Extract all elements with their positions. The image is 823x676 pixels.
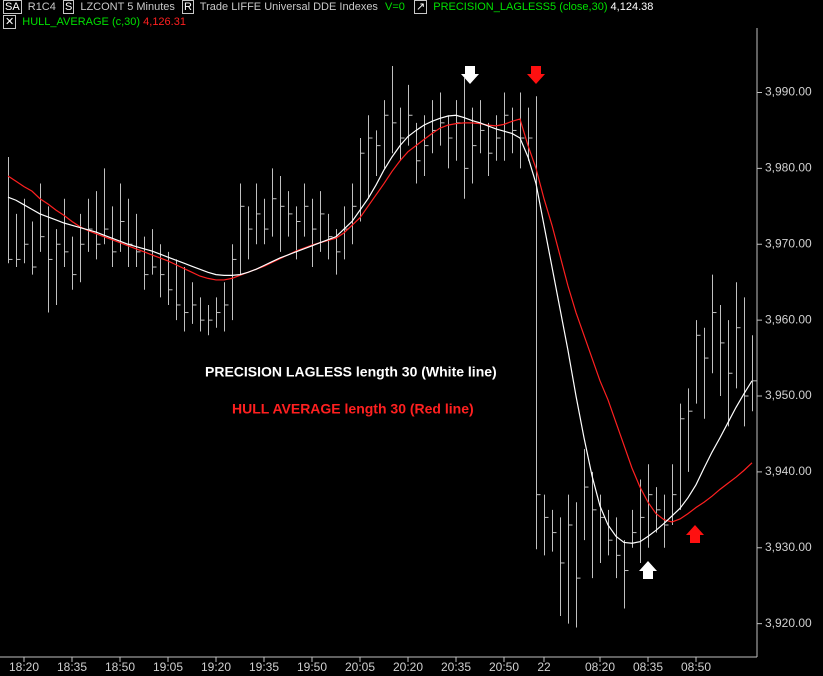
legend-params: (c,30)	[111, 16, 141, 28]
x-tick-label: 08:20	[585, 660, 615, 674]
y-tick-label: 3,920.00	[765, 616, 812, 630]
symbol-box[interactable]: SA	[3, 0, 22, 14]
toolbar: SA R1C4 S LZCONT 5 Minutes R Trade LIFFE…	[3, 0, 654, 14]
y-tick-label: 3,940.00	[765, 464, 812, 478]
x-tick-label: 20:35	[441, 660, 471, 674]
symbol: LZCONT	[80, 1, 125, 13]
legend-value: 4,124.38	[610, 1, 654, 13]
feed: Universal DDE	[264, 1, 337, 13]
y-tick-label: 3,930.00	[765, 540, 812, 554]
x-tick-label: 18:50	[105, 660, 135, 674]
series-box[interactable]: S	[62, 0, 75, 14]
volume: V=0	[385, 1, 405, 13]
x-tick-label: 20:50	[489, 660, 519, 674]
sell-arrow	[527, 66, 545, 84]
x-tick-label: 20:20	[393, 660, 423, 674]
indicator-line	[7, 114, 753, 544]
y-tick-label: 3,960.00	[765, 312, 812, 326]
legend-params: (close,30)	[559, 1, 608, 13]
exchange: LIFFE	[231, 1, 262, 13]
x-tick-label: 08:35	[633, 660, 663, 674]
x-tick-label: 19:35	[249, 660, 279, 674]
buy-arrow	[686, 525, 704, 543]
legend-name: PRECISION_LAGLESS5	[433, 1, 557, 13]
sell-arrow	[461, 66, 479, 84]
x-tick-label: 19:05	[153, 660, 183, 674]
legend-icon[interactable]: ↗	[413, 0, 428, 14]
x-tick-label: 22	[537, 660, 551, 674]
y-tick-label: 3,980.00	[765, 161, 812, 175]
legend-name: HULL_AVERAGE	[22, 16, 109, 28]
legend-icon[interactable]: ✕	[3, 15, 17, 29]
x-tick-label: 08:50	[681, 660, 711, 674]
group: Indexes	[339, 1, 378, 13]
indicator-line	[7, 118, 753, 523]
x-tick-label: 20:05	[345, 660, 375, 674]
y-tick-label: 3,950.00	[765, 388, 812, 402]
range-box[interactable]: R	[181, 0, 194, 14]
y-tick-label: 3,990.00	[765, 85, 812, 99]
legend-value: 4,126.31	[143, 16, 186, 28]
y-tick-label: 3,970.00	[765, 236, 812, 250]
interval: 5 Minutes	[127, 1, 175, 13]
x-tick-label: 18:35	[57, 660, 87, 674]
annotation: HULL AVERAGE length 30 (Red line)	[232, 401, 474, 417]
x-tick-label: 18:20	[9, 660, 39, 674]
data-type: Trade	[199, 1, 229, 13]
x-tick-label: 19:50	[297, 660, 327, 674]
layout: R1C4	[27, 1, 56, 13]
buy-arrow	[639, 561, 657, 579]
legend-row: ✕ HULL_AVERAGE (c,30) 4,126.31	[3, 15, 186, 29]
annotation: PRECISION LAGLESS length 30 (White line)	[205, 364, 497, 380]
x-tick-label: 19:20	[201, 660, 231, 674]
